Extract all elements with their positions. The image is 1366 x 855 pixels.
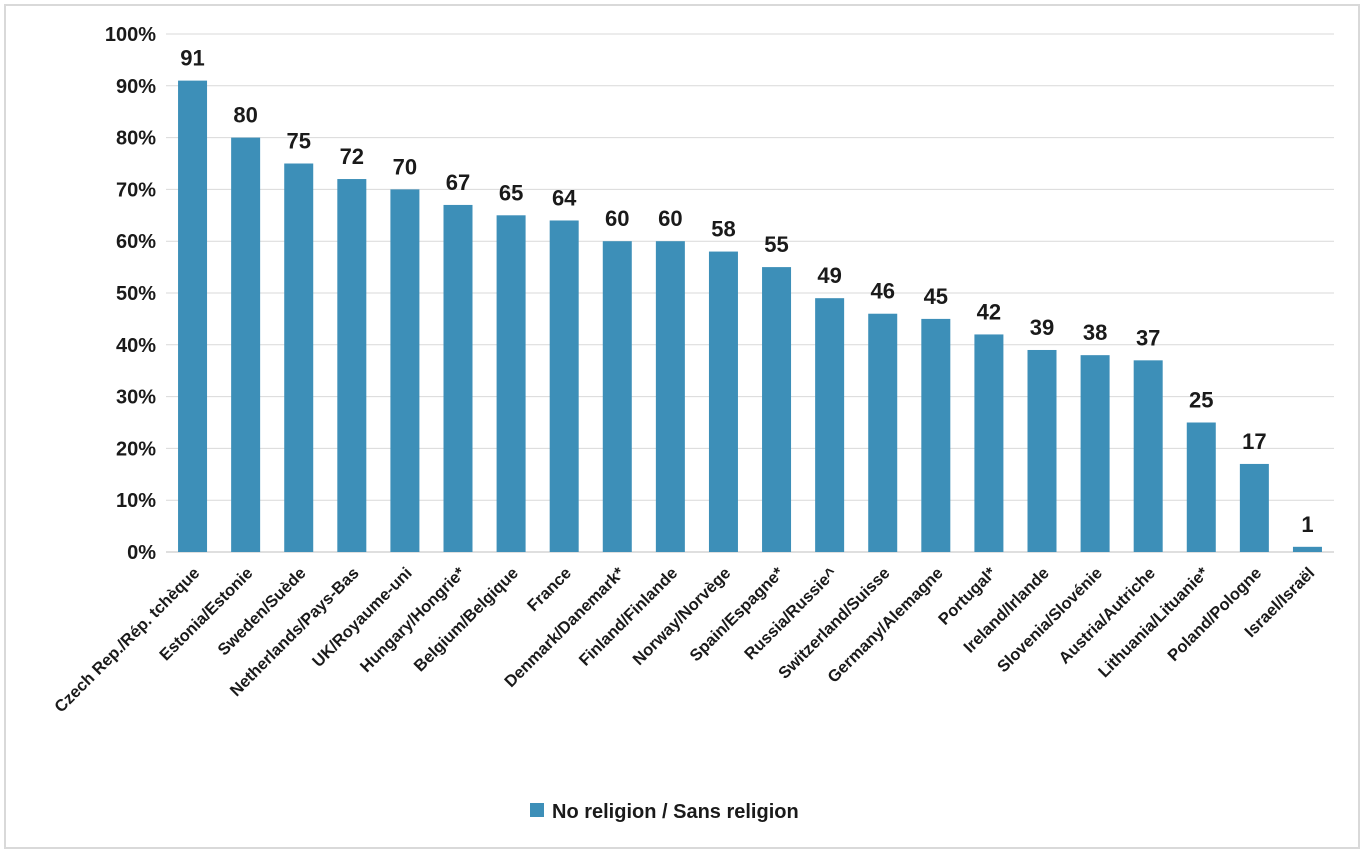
x-tick-label: Finland/Finlande	[576, 564, 681, 669]
x-tick-label: Poland/Pologne	[1164, 564, 1265, 665]
bar	[1133, 360, 1163, 552]
y-tick-label: 90%	[116, 76, 156, 98]
bar	[1292, 546, 1322, 552]
y-tick-label: 50%	[116, 283, 156, 305]
bar	[815, 298, 845, 552]
data-label: 45	[924, 284, 948, 309]
bar	[868, 313, 898, 552]
data-label: 91	[180, 46, 204, 71]
x-tick-label: Belgium/Belgique	[411, 564, 522, 675]
bar	[1080, 355, 1110, 552]
y-tick-label: 30%	[116, 387, 156, 409]
bars	[178, 80, 1322, 553]
bar	[655, 241, 685, 552]
y-tick-label: 100%	[105, 24, 156, 46]
x-tick-label: Estonia/Estonie	[156, 564, 256, 664]
bar	[337, 179, 367, 553]
y-axis: 0% 10% 20% 30% 40% 50% 60% 70% 80% 90% 100%	[105, 24, 156, 564]
bar	[443, 204, 473, 552]
bar	[921, 318, 951, 552]
data-label: 17	[1242, 429, 1266, 454]
x-tick-label: Norway/Norvège	[629, 564, 734, 669]
data-label: 42	[977, 299, 1001, 324]
y-tick-label: 80%	[116, 128, 156, 150]
data-label: 58	[711, 217, 735, 242]
bar	[1186, 422, 1216, 552]
data-label: 39	[1030, 315, 1054, 340]
y-tick-label: 0%	[127, 542, 156, 564]
y-tick-label: 40%	[116, 335, 156, 357]
x-tick-label: UK/Royaume-uni	[309, 564, 416, 671]
x-tick-label: France	[524, 564, 575, 615]
x-tick-label: Russia/Russie^	[741, 564, 841, 664]
data-label: 37	[1136, 325, 1160, 350]
data-label: 60	[605, 206, 629, 231]
bar	[496, 215, 526, 553]
bar	[1239, 463, 1269, 552]
bar	[231, 137, 261, 552]
data-label: 60	[658, 206, 682, 231]
x-tick-label: Austria/Autriche	[1056, 564, 1159, 667]
legend-label: No religion / Sans religion	[552, 801, 799, 823]
data-labels: 91 80 75 72 70 67 65 64 60 60 58 55 49 46 45 42 39 38 37 25…	[180, 46, 1313, 537]
data-label: 64	[552, 185, 577, 210]
data-label: 70	[393, 154, 417, 179]
data-label: 72	[340, 144, 364, 169]
y-tick-label: 20%	[116, 438, 156, 460]
bar	[390, 189, 420, 552]
x-axis: Czech Rep./Rép. tchèqueEstonia/EstonieSw…	[51, 564, 1318, 717]
bar	[708, 251, 738, 552]
data-label: 38	[1083, 320, 1107, 345]
bar	[178, 80, 208, 553]
legend: No religion / Sans religion	[530, 801, 799, 823]
data-label: 80	[233, 103, 257, 128]
bar	[974, 334, 1004, 552]
y-tick-label: 10%	[116, 490, 156, 512]
data-label: 49	[817, 263, 841, 288]
x-tick-label: Spain/Espagne*	[686, 564, 787, 665]
data-label: 25	[1189, 388, 1213, 413]
data-label: 67	[446, 170, 470, 195]
bar	[762, 267, 792, 552]
data-label: 46	[870, 279, 894, 304]
y-tick-label: 60%	[116, 231, 156, 253]
bar	[1027, 349, 1057, 552]
data-label: 1	[1301, 512, 1313, 537]
data-label: 75	[286, 129, 310, 154]
bar	[602, 241, 632, 552]
data-label: 55	[764, 232, 788, 257]
bar	[549, 220, 579, 553]
legend-swatch	[530, 803, 544, 817]
y-tick-label: 70%	[116, 179, 156, 201]
data-label: 65	[499, 180, 523, 205]
bar	[284, 163, 314, 552]
